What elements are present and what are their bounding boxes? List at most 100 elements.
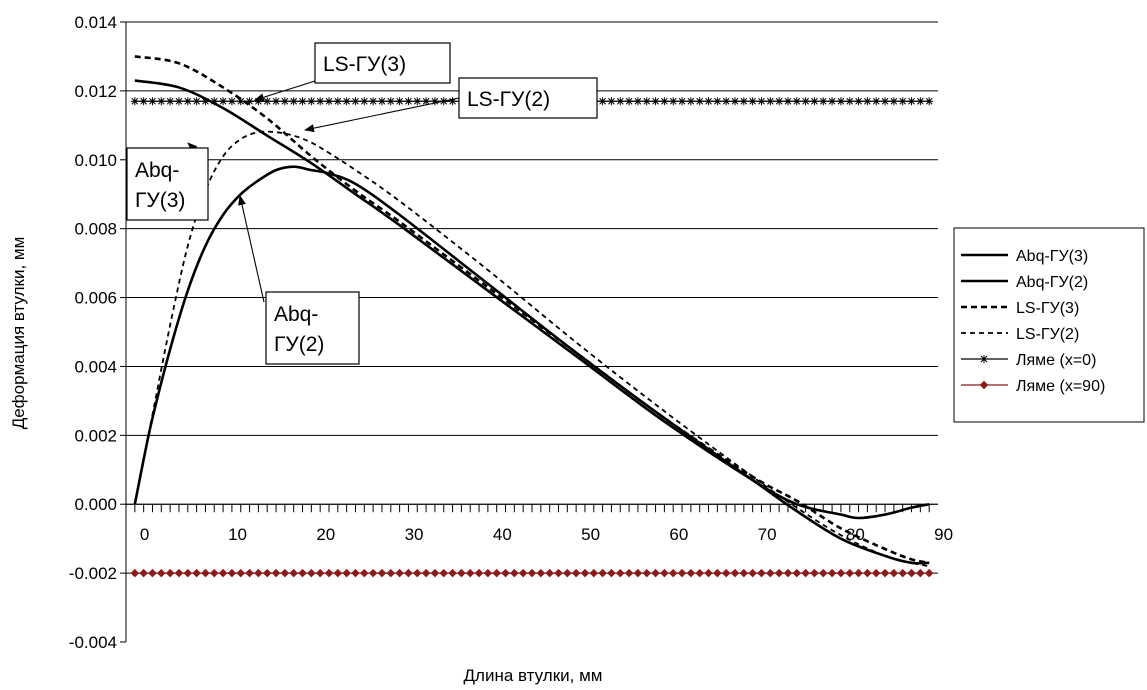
callout-label: Abq- [135, 159, 179, 182]
diamond-marker [765, 568, 775, 578]
series-4 [133, 130, 930, 568]
asterisk-marker [201, 97, 210, 106]
legend-item-5: Ляме (x=0) [961, 352, 1096, 369]
diamond-marker [351, 568, 360, 578]
asterisk-marker [916, 97, 925, 106]
legend-label: Abq-ГУ(2) [1016, 274, 1088, 291]
diamond-marker [615, 568, 625, 578]
y-tick-label: 0.000 [74, 495, 117, 514]
diamond-marker [818, 568, 828, 578]
asterisk-marker [342, 97, 351, 106]
diamond-marker [156, 568, 166, 578]
diamond-marker [854, 568, 863, 578]
asterisk-marker [227, 97, 236, 106]
diamond-marker [430, 568, 440, 578]
diamond-marker [333, 568, 343, 578]
asterisk-marker [280, 97, 289, 106]
diamond-marker [174, 568, 184, 578]
asterisk-marker [236, 97, 245, 106]
diamond-marker [148, 568, 157, 578]
callout-box [458, 77, 598, 119]
asterisk-marker [289, 97, 298, 106]
diamond-marker [483, 568, 493, 578]
asterisk-marker [783, 97, 792, 106]
y-tick-label: 0.006 [74, 289, 117, 308]
y-tick-label: 0.008 [74, 220, 117, 239]
callout-arrow [238, 195, 265, 303]
diamond-marker [863, 568, 872, 578]
diamond-marker [721, 568, 731, 578]
asterisk-marker [739, 97, 748, 106]
legend-item-2: Abq-ГУ(2) [961, 274, 1088, 291]
asterisk-marker [245, 97, 254, 106]
asterisk-marker [775, 97, 784, 106]
callout-label: LS-ГУ(3) [323, 53, 406, 76]
diamond-marker [395, 568, 404, 578]
diamond-marker [271, 568, 281, 578]
legend-label: Ляме (x=0) [1016, 352, 1096, 369]
diamond-marker [748, 568, 758, 578]
diamond-marker [509, 568, 519, 578]
series-1-line [134, 79, 930, 520]
asterisk-marker [325, 97, 333, 106]
series-3 [134, 55, 930, 565]
diamond-marker [871, 568, 881, 578]
diamond-marker [386, 568, 396, 578]
asterisk-marker [607, 97, 616, 106]
asterisk-marker [272, 97, 281, 106]
diamond-marker [712, 568, 722, 578]
diamond-marker [227, 568, 237, 578]
asterisk-marker [377, 97, 386, 106]
diamond-marker [739, 568, 749, 578]
x-tick-label: 90 [934, 525, 953, 544]
x-tick-label: 30 [405, 525, 424, 544]
x-axis-title: Длина втулки, мм [464, 666, 603, 685]
diamond-marker [889, 568, 899, 578]
asterisk-marker [183, 97, 192, 106]
x-tick-label: 70 [758, 525, 777, 544]
diamond-marker [377, 568, 387, 578]
asterisk-marker [898, 97, 907, 106]
diamond-marker [342, 568, 352, 578]
diamond-marker [562, 568, 572, 578]
diamond-marker [624, 568, 634, 578]
legend-label: Abq-ГУ(3) [1016, 248, 1088, 265]
diamond-marker [368, 568, 378, 578]
diamond-marker [757, 568, 766, 578]
diamond-marker [642, 568, 652, 578]
asterisk-marker [254, 97, 263, 106]
diamond-marker [880, 568, 890, 578]
diamond-marker [730, 568, 740, 578]
diamond-marker [245, 568, 254, 578]
diamond-marker [324, 568, 334, 578]
diamond-marker [280, 568, 290, 578]
diamond-marker [898, 568, 908, 578]
callout-label: ГУ(3) [135, 189, 185, 212]
callout-box [314, 42, 451, 84]
diamond-marker [571, 568, 581, 578]
asterisk-marker [625, 97, 634, 106]
asterisk-marker [872, 97, 881, 106]
asterisk-marker [642, 97, 651, 106]
asterisk-marker [695, 97, 704, 106]
asterisk-marker [678, 97, 687, 106]
y-tick-label: -0.004 [69, 633, 117, 652]
x-tick-label: 50 [581, 525, 600, 544]
asterisk-marker [192, 97, 201, 106]
diamond-marker [589, 568, 599, 578]
callout-label: Abq- [274, 303, 318, 326]
diamond-marker [554, 568, 563, 578]
callout-arrow [304, 97, 460, 133]
diamond-marker [501, 568, 510, 578]
diamond-marker [907, 568, 916, 578]
diamond-marker [254, 568, 263, 578]
asterisk-marker [792, 97, 801, 106]
diamond-marker [580, 568, 590, 578]
diamond-marker [677, 568, 687, 578]
diamond-marker [209, 568, 219, 578]
y-tick-label: 0.014 [74, 13, 117, 32]
diamond-marker [536, 568, 546, 578]
series-3-line [134, 55, 930, 565]
series-6 [130, 568, 934, 578]
